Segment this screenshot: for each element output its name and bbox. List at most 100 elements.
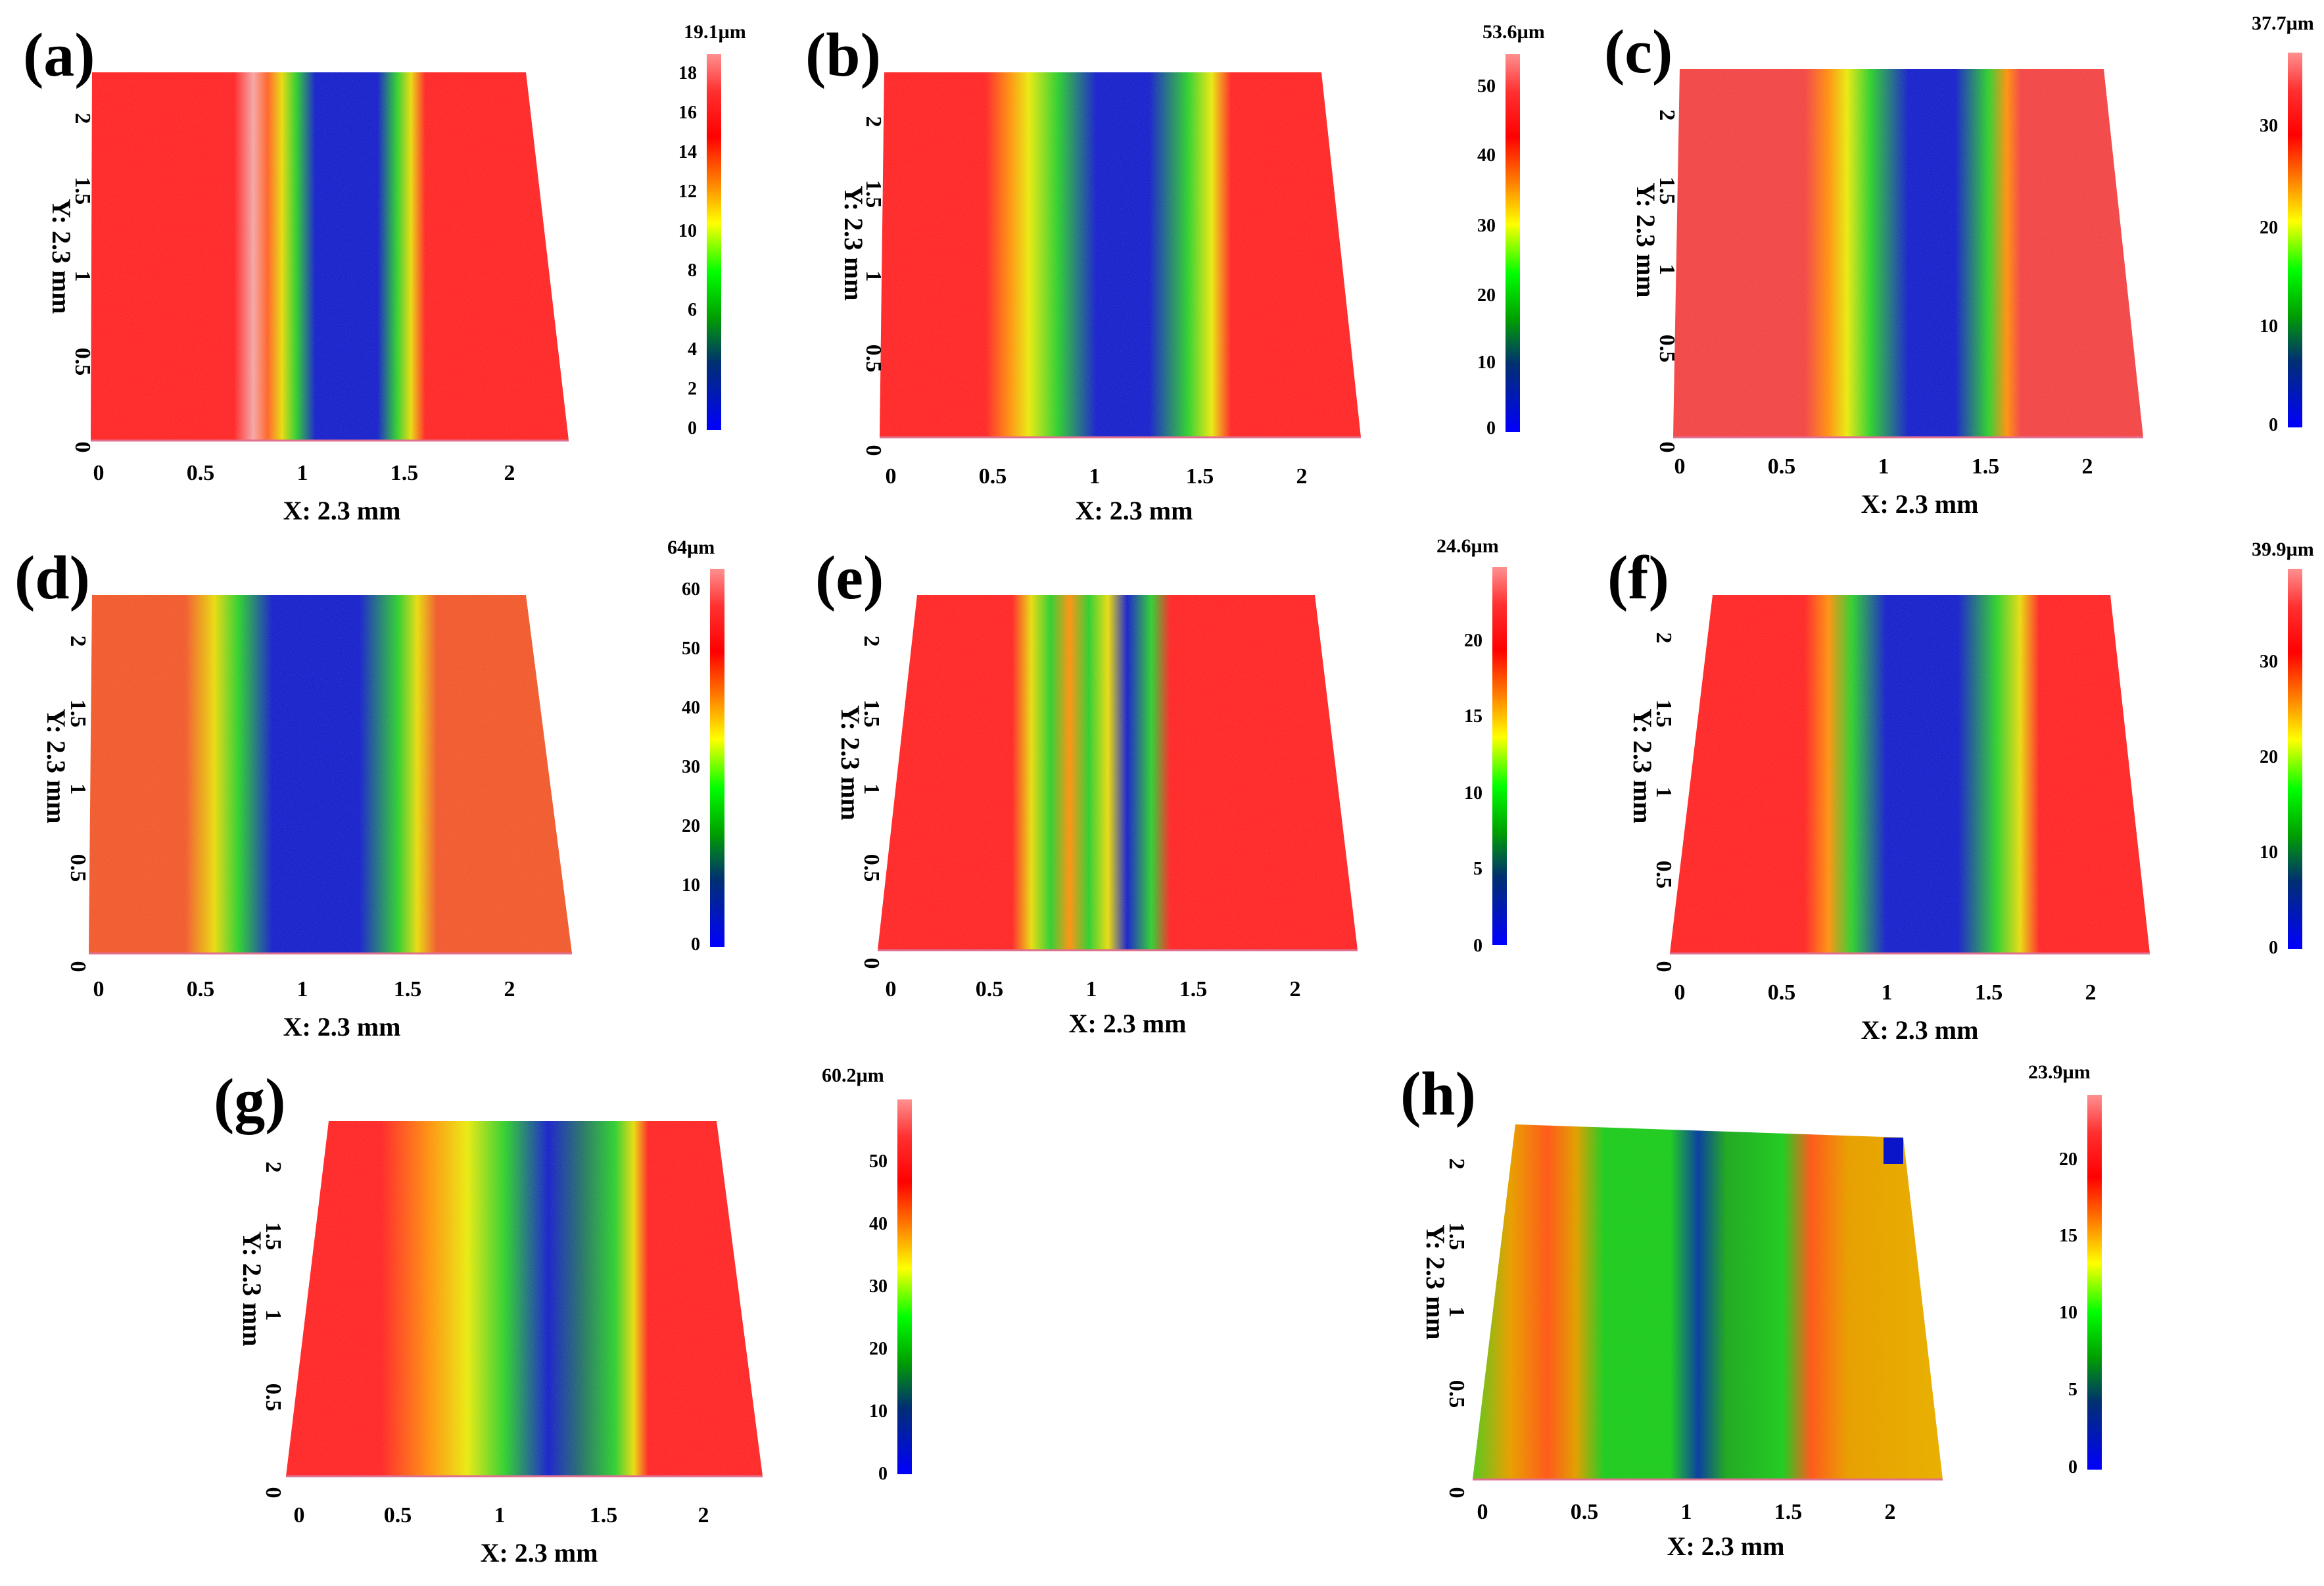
colorbar	[2288, 53, 2302, 427]
cbar-tick: 15	[1464, 706, 1482, 727]
x-tick: 0	[93, 461, 105, 485]
panel-label: (g)	[214, 1067, 286, 1135]
y-ticks: 0 0.5 1 1.5 2	[66, 636, 90, 973]
cbar-tick: 8	[688, 260, 697, 281]
cbar-tick: 2	[688, 379, 697, 399]
y-tick: 1	[1655, 264, 1679, 276]
x-tick: 0	[1477, 1500, 1488, 1524]
colorbar-max: 19.1µm	[684, 21, 746, 43]
surface-texture	[878, 595, 1358, 950]
x-tick: 0.5	[1768, 980, 1796, 1005]
cbar-tick: 40	[682, 698, 700, 718]
y-axis-title: Y: 2.3 mm	[839, 185, 868, 300]
panel-e: (e) 24.6µm 0 5 10 15 20 0 0.5 1 1.5 2 X:…	[815, 535, 1507, 1038]
cbar-tick: 10	[2260, 842, 2278, 863]
y-tick: 0.5	[1651, 861, 1676, 889]
y-tick: 1	[1444, 1307, 1469, 1318]
cbar-tick: 10	[2059, 1303, 2077, 1323]
y-tick: 2	[859, 636, 884, 647]
y-tick: 1.5	[261, 1222, 285, 1251]
colorbar-ticks: 0 10 20 30 40 50	[1477, 76, 1496, 439]
cbar-tick: 0	[2269, 938, 2278, 958]
cbar-tick: 40	[1477, 145, 1496, 166]
cbar-tick: 30	[869, 1276, 888, 1297]
x-tick: 0	[886, 977, 897, 1001]
y-tick: 1.5	[859, 700, 884, 728]
cbar-tick: 0	[2068, 1457, 2077, 1478]
y-axis-title: Y: 2.3 mm	[41, 708, 71, 823]
y-tick: 0	[861, 445, 886, 456]
colorbar-max: 37.7µm	[2252, 12, 2314, 34]
y-tick: 0.5	[70, 348, 95, 376]
cbar-tick: 20	[1464, 631, 1482, 651]
panel-b: (b) 53.6µm 0 10 20 30 40 50 0 0.5 1 1.5 …	[805, 21, 1545, 525]
colorbar	[2087, 1095, 2102, 1470]
y-tick: 1	[1651, 787, 1676, 798]
cbar-tick: 6	[688, 300, 697, 320]
y-tick: 1	[261, 1310, 285, 1321]
y-axis-title: Y: 2.3 mm	[47, 199, 76, 314]
colorbar-ticks: 0 10 20 30 40 50	[869, 1151, 888, 1484]
cbar-tick: 50	[682, 638, 700, 659]
x-tick: 1	[297, 977, 308, 1001]
surface-texture	[1670, 595, 2150, 953]
y-tick: 1	[861, 271, 886, 282]
x-tick: 1.5	[1186, 464, 1214, 489]
surface-texture	[1673, 69, 2143, 437]
cbar-tick: 12	[678, 181, 697, 202]
cbar-tick: 30	[2260, 652, 2278, 672]
x-ticks: 0 0.5 1 1.5 2	[886, 464, 1308, 489]
x-tick: 2	[1290, 977, 1301, 1001]
x-tick: 2	[1885, 1500, 1896, 1524]
colorbar-max: 53.6µm	[1482, 21, 1545, 43]
y-tick: 0	[261, 1487, 285, 1499]
y-ticks: 0 0.5 1 1.5 2	[261, 1162, 285, 1499]
y-tick: 0	[70, 442, 95, 453]
colorbar	[2288, 569, 2302, 949]
cbar-tick: 5	[2068, 1380, 2077, 1400]
x-tick: 2	[504, 977, 515, 1001]
colorbar-ticks: 0 2 4 6 8 10 12 14 16 18	[678, 63, 697, 439]
x-tick: 1	[1086, 977, 1097, 1001]
x-tick: 0.5	[187, 461, 215, 485]
cbar-tick: 0	[688, 418, 697, 439]
x-tick: 1	[1089, 464, 1101, 489]
y-tick: 1	[859, 784, 884, 795]
cbar-tick: 50	[1477, 76, 1496, 97]
cbar-tick: 20	[1477, 285, 1496, 306]
panel-f: (f) 39.9µm 0 10 20 30 0 0.5 1 1.5 2 X: 2…	[1607, 539, 2314, 1045]
y-ticks: 0 0.5 1 1.5 2	[1655, 110, 1679, 453]
y-tick: 0.5	[861, 345, 886, 373]
colorbar-ticks: 0 10 20 30 40 50 60	[682, 579, 700, 955]
y-tick: 2	[70, 113, 95, 124]
panel-label: (e)	[815, 544, 884, 612]
y-ticks: 0 0.5 1 1.5 2	[861, 116, 886, 456]
x-tick: 1.5	[590, 1503, 618, 1527]
x-ticks: 0 0.5 1 1.5 2	[1674, 454, 2093, 479]
y-tick: 1.5	[861, 180, 886, 208]
x-tick: 1	[1681, 1500, 1692, 1524]
cbar-tick: 0	[878, 1464, 888, 1484]
cbar-tick: 0	[1486, 418, 1496, 439]
panel-label: (b)	[805, 21, 881, 89]
colorbar	[1492, 567, 1507, 945]
y-tick: 0.5	[1444, 1380, 1469, 1408]
cbar-tick: 60	[682, 579, 700, 600]
y-tick: 1	[70, 271, 95, 282]
x-tick: 0.5	[1571, 1500, 1599, 1524]
cbar-tick: 10	[678, 221, 697, 241]
cbar-tick: 20	[2059, 1149, 2077, 1170]
y-axis-title: Y: 2.3 mm	[237, 1231, 267, 1346]
x-tick: 0.5	[979, 464, 1007, 489]
x-tick: 2	[504, 461, 515, 485]
x-tick: 1.5	[1975, 980, 2003, 1005]
colorbar-ticks: 0 10 20 30	[2260, 652, 2278, 958]
x-ticks: 0 0.5 1 1.5 2	[1477, 1500, 1896, 1524]
x-tick: 0.5	[976, 977, 1004, 1001]
x-tick: 0.5	[1768, 454, 1796, 479]
colorbar	[897, 1099, 912, 1474]
cbar-tick: 10	[1464, 783, 1482, 804]
x-axis-title: X: 2.3 mm	[1069, 1009, 1187, 1038]
y-tick: 0	[859, 958, 884, 969]
